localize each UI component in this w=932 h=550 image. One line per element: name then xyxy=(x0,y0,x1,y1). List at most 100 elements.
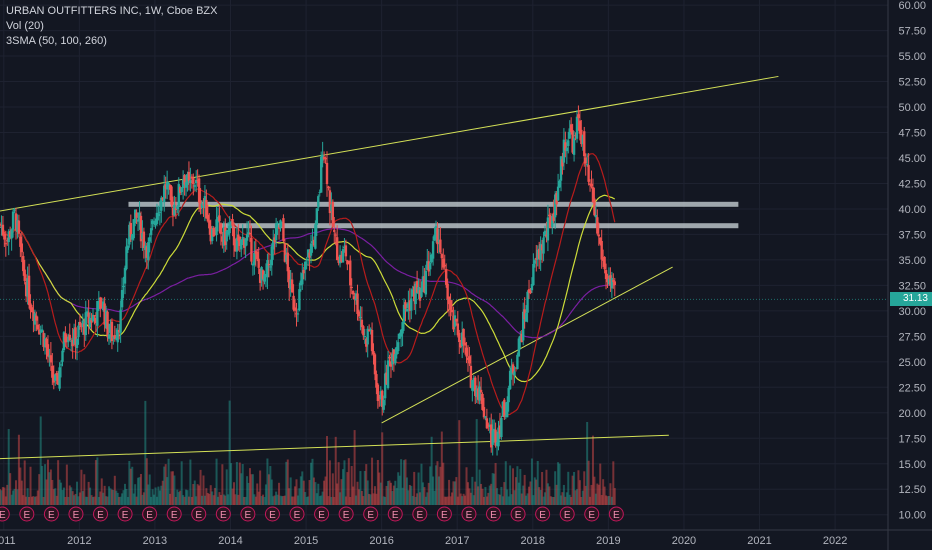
candle-body xyxy=(346,260,349,265)
volume-bar xyxy=(491,473,494,505)
volume-bar xyxy=(16,489,19,505)
volume-bar xyxy=(57,460,60,505)
candle-body xyxy=(574,135,577,137)
volume-bar xyxy=(19,467,22,505)
candle-body xyxy=(369,329,372,331)
candle-body xyxy=(398,333,401,339)
earnings-marker-label: E xyxy=(588,510,595,521)
volume-bar xyxy=(202,475,205,505)
candle-body xyxy=(200,203,204,209)
volume-bar xyxy=(308,480,311,505)
volume-bar xyxy=(372,493,375,505)
candle-body xyxy=(317,196,320,208)
volume-indicator-label[interactable]: Vol (20) xyxy=(6,20,44,32)
candle-body xyxy=(381,390,384,407)
candle-body xyxy=(6,240,9,242)
volume-bar xyxy=(259,470,262,505)
volume-bar xyxy=(187,496,190,505)
candle-body xyxy=(338,254,342,264)
x-tick-label: 2020 xyxy=(672,535,696,547)
volume-bar xyxy=(253,494,256,505)
candle-body xyxy=(510,368,513,375)
y-tick-label: 60.00 xyxy=(898,0,926,12)
volume-bar xyxy=(559,495,562,505)
candle-body xyxy=(466,357,470,360)
volume-bar xyxy=(497,494,500,505)
x-tick-label: 2016 xyxy=(369,535,393,547)
candle-body xyxy=(7,231,10,243)
volume-bar xyxy=(437,476,440,505)
volume-bar xyxy=(581,490,584,505)
candle-body xyxy=(62,332,66,351)
volume-bar xyxy=(247,482,250,505)
candle-body xyxy=(293,307,297,311)
volume-bar xyxy=(41,465,44,505)
volume-bar xyxy=(58,479,61,505)
candle-body xyxy=(232,227,236,246)
candle-body xyxy=(65,340,69,342)
candle-body xyxy=(142,231,146,249)
candle-body xyxy=(491,430,494,445)
candle-body xyxy=(460,332,464,347)
candle-body xyxy=(607,278,611,285)
candle-body xyxy=(325,162,329,185)
candle-body xyxy=(571,130,574,153)
candle-body xyxy=(167,182,170,187)
volume-bar xyxy=(500,486,503,505)
volume-bar xyxy=(400,459,403,505)
candle-body xyxy=(564,142,567,151)
volume-bar xyxy=(76,481,79,505)
candle-body xyxy=(113,335,117,340)
candle-body xyxy=(39,330,42,333)
candle-body xyxy=(36,324,39,330)
volume-bar xyxy=(102,492,105,505)
volume-bar xyxy=(39,416,42,505)
symbol-title[interactable]: URBAN OUTFITTERS INC, 1W, Cboe BZX xyxy=(6,5,218,17)
volume-bar xyxy=(317,483,320,505)
candle-body xyxy=(68,334,71,341)
candle-body xyxy=(165,182,169,190)
y-tick-label: 37.50 xyxy=(898,229,926,241)
candle-body xyxy=(580,129,583,145)
candle-body xyxy=(481,393,484,410)
volume-bar xyxy=(482,496,485,505)
candle-body xyxy=(136,219,140,222)
candle-body xyxy=(33,313,37,325)
volume-bar xyxy=(304,492,307,505)
candle-body xyxy=(222,226,226,246)
volume-bar xyxy=(331,473,334,505)
candle-body xyxy=(251,263,255,266)
candle-body xyxy=(609,275,612,286)
volume-bar xyxy=(440,431,443,505)
volume-bar xyxy=(211,491,214,505)
volume-bar xyxy=(426,492,429,505)
candle-body xyxy=(71,339,74,347)
rising-trendline xyxy=(381,266,673,424)
volume-bar xyxy=(174,496,177,505)
volume-bar xyxy=(445,496,448,505)
candle-body xyxy=(428,262,432,270)
sma-indicator-label[interactable]: 3SMA (50, 100, 260) xyxy=(6,35,107,47)
candle-body xyxy=(132,219,135,239)
volume-bar xyxy=(192,484,195,505)
volume-bar xyxy=(459,493,462,505)
y-tick-label: 30.00 xyxy=(898,306,926,318)
candle-body xyxy=(197,178,201,203)
volume-bar xyxy=(352,486,355,505)
volume-bar xyxy=(141,494,144,505)
volume-bar xyxy=(62,487,65,505)
volume-bar xyxy=(315,493,318,505)
volume-bar xyxy=(369,494,372,505)
candle-body xyxy=(279,220,282,228)
candle-body xyxy=(561,159,564,167)
volume-bar xyxy=(167,458,170,505)
candle-body xyxy=(508,370,512,390)
volume-bar xyxy=(481,488,484,505)
volume-bar xyxy=(323,480,326,505)
volume-bar xyxy=(93,496,96,505)
candle-body xyxy=(208,220,211,229)
earnings-marker-circle xyxy=(412,506,428,522)
volume-bar xyxy=(83,474,86,505)
volume-bar xyxy=(398,475,401,505)
